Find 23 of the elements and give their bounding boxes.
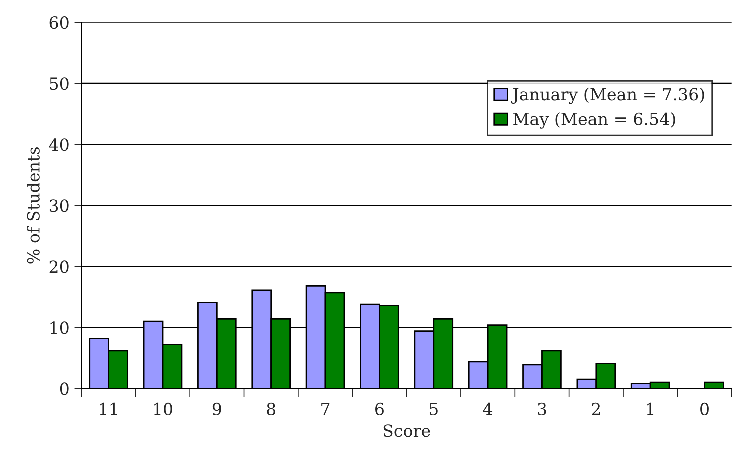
- x-tick-label: 4: [483, 402, 493, 416]
- legend-label: May (Mean = 6.54): [514, 112, 676, 129]
- x-tick-label: 7: [322, 403, 330, 416]
- y-tick-label: 60: [50, 16, 69, 30]
- legend-label: January (Mean = 7.36): [511, 88, 704, 104]
- x-tick-label: 0: [700, 402, 709, 416]
- x-tick-label: 3: [538, 402, 546, 416]
- y-tick-label: 30: [50, 200, 69, 212]
- x-tick-label: 1: [647, 402, 654, 416]
- x-axis-title: Score: [384, 424, 430, 438]
- x-tick-label: 2: [592, 402, 600, 416]
- y-tick-label: 10: [50, 322, 69, 334]
- y-tick-label: 40: [49, 138, 69, 152]
- y-axis-title: % of Students: [27, 148, 40, 264]
- y-tick-label: 50: [50, 78, 69, 90]
- x-tick-label: 5: [430, 403, 438, 416]
- x-tick-label: 9: [212, 402, 222, 416]
- x-tick-label: 6: [376, 402, 384, 416]
- x-tick-label: 10: [154, 402, 172, 416]
- y-tick-label: 20: [50, 260, 69, 274]
- x-tick-label: 11: [100, 402, 118, 416]
- y-tick-label: 0: [60, 382, 69, 396]
- x-tick-label: 8: [267, 402, 276, 416]
